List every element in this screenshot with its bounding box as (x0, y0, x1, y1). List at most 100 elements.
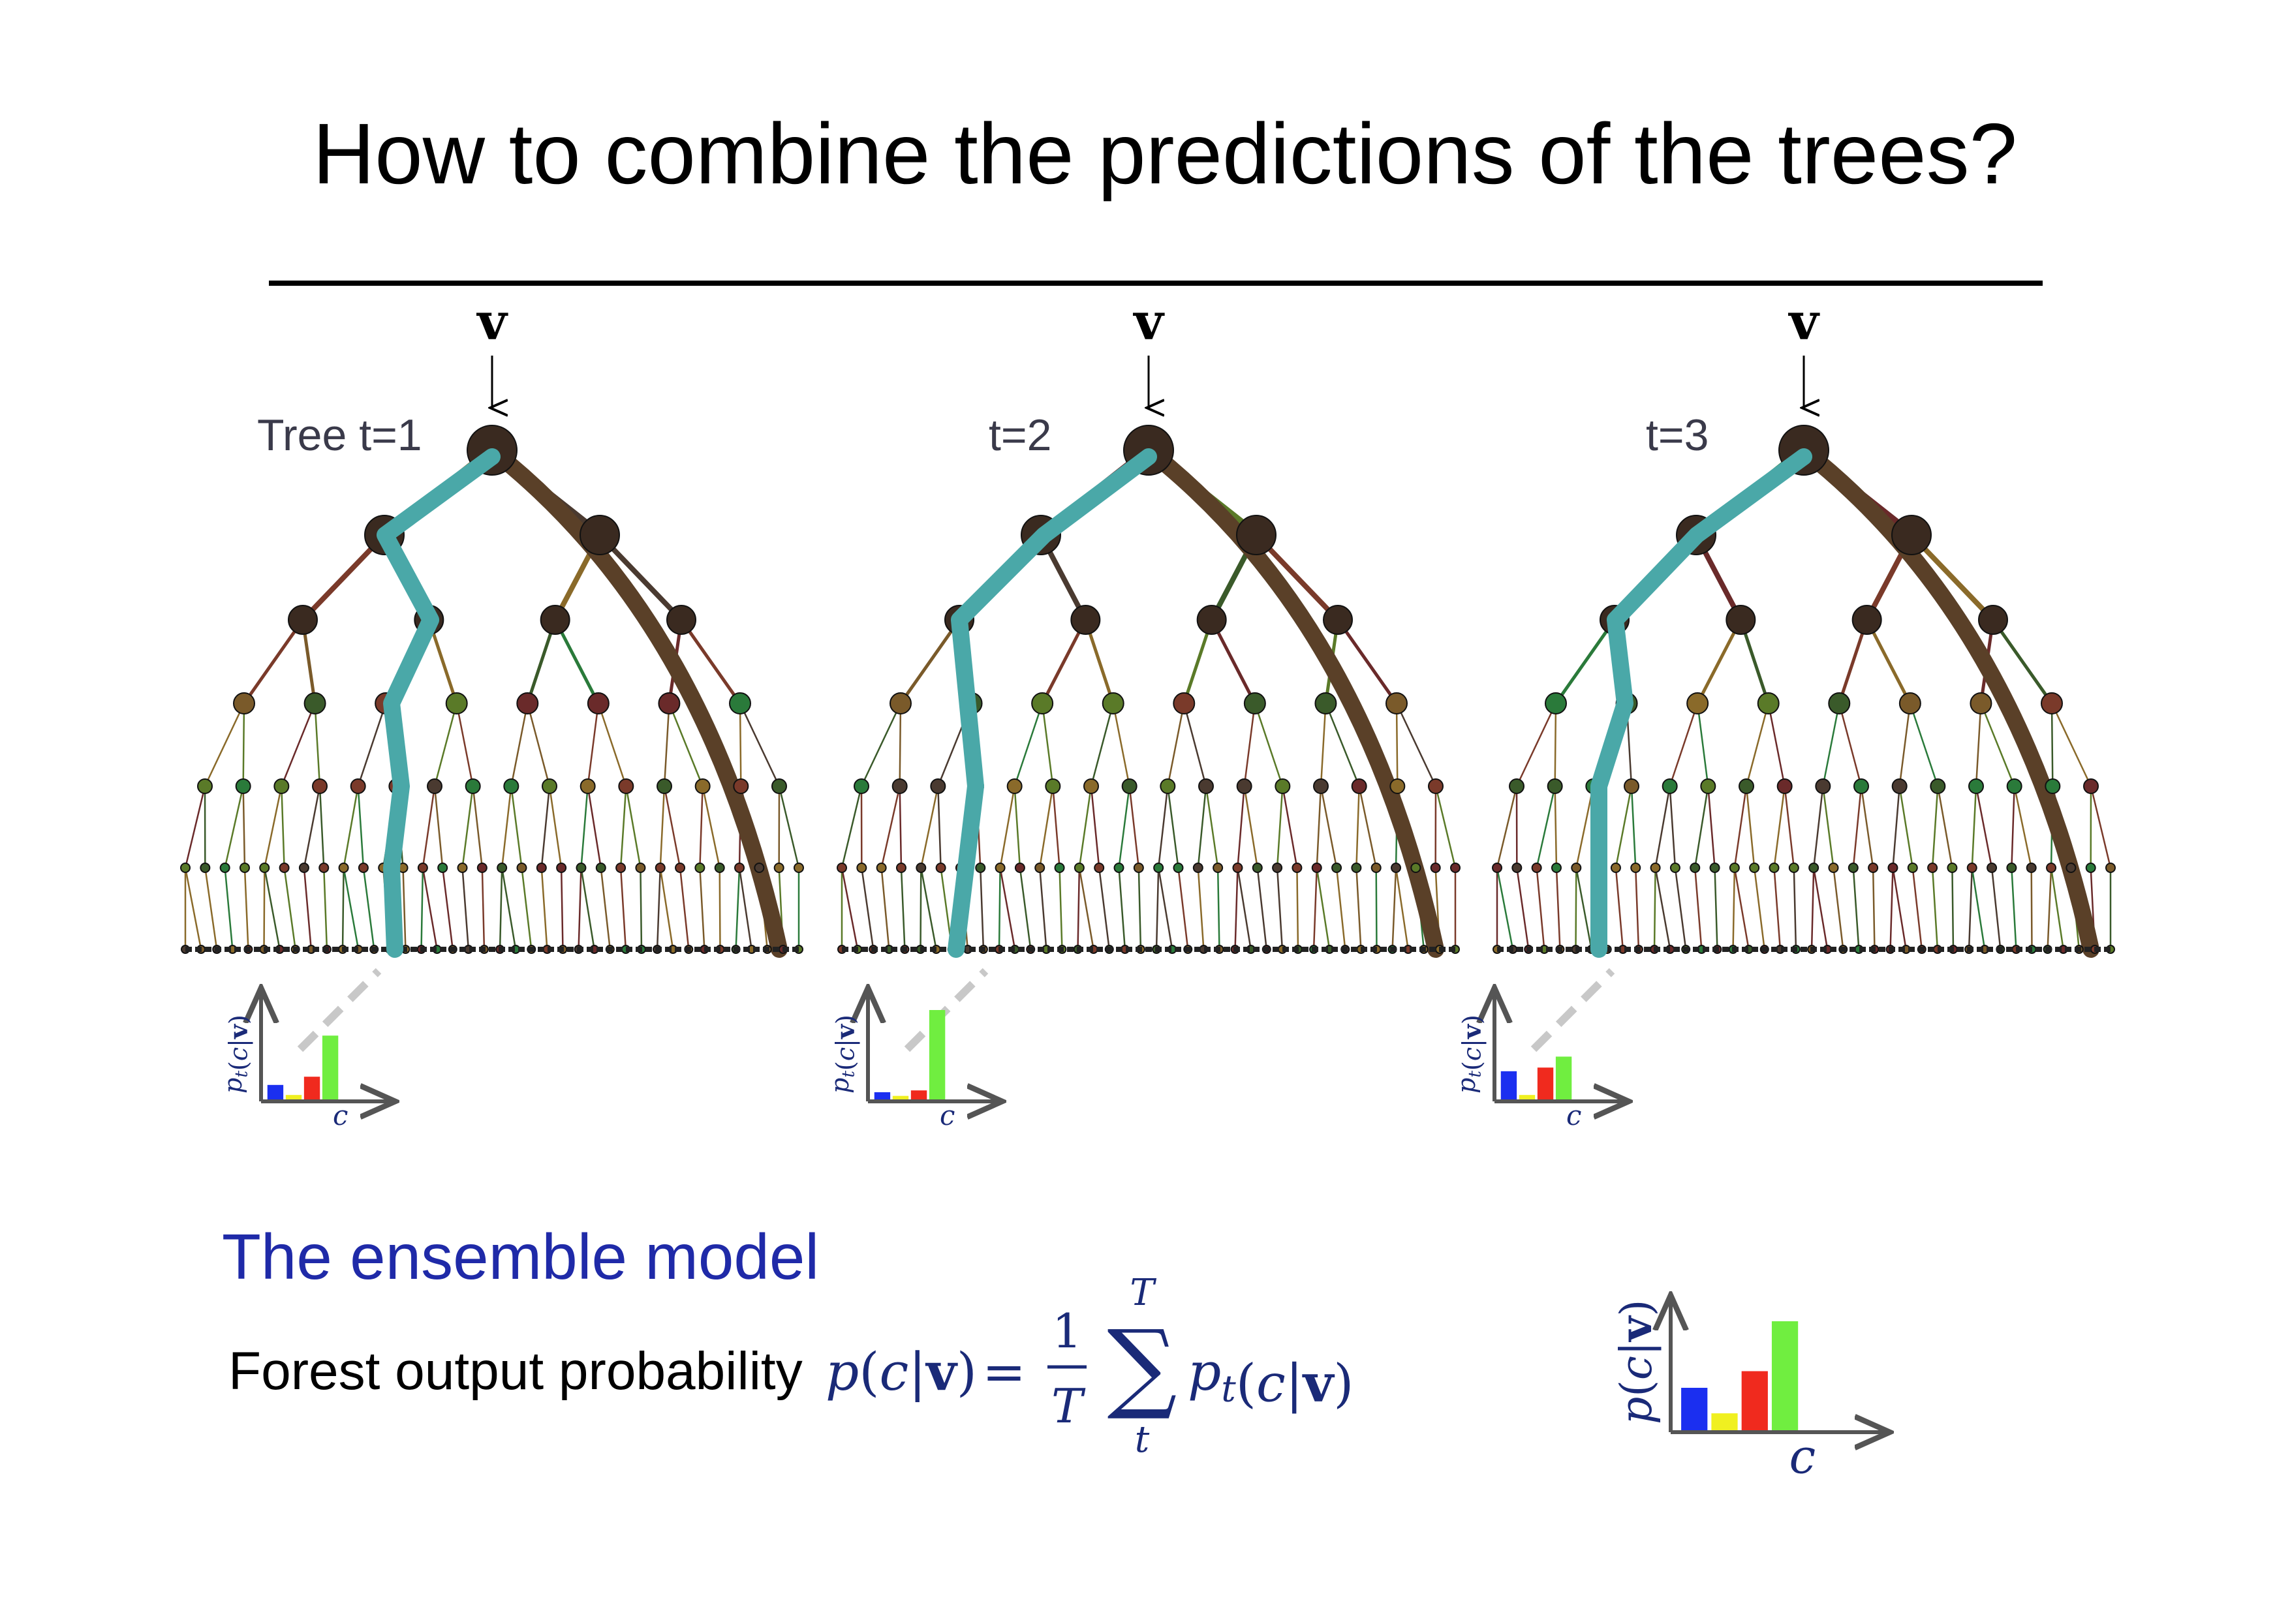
tree-node (1070, 605, 1101, 635)
tree-node (318, 863, 330, 873)
tree-edge (1810, 866, 1815, 951)
tree-edge (560, 866, 564, 951)
tree-edge (1515, 702, 1557, 788)
tree-edge (527, 702, 551, 788)
tree-node (219, 863, 230, 873)
tree-node (1054, 863, 1065, 873)
tree-node (1624, 778, 1639, 794)
tree-edge (1243, 785, 1259, 869)
input-v-label: v (476, 292, 508, 352)
tree-edge (510, 702, 529, 788)
tree-edge (1554, 702, 1557, 788)
tree-node (1551, 863, 1562, 873)
tree-edge (1793, 866, 1797, 951)
tree-edge (1733, 785, 1748, 869)
tree-edge (433, 785, 444, 869)
histogram-bar (303, 1077, 320, 1101)
tree-node (1133, 863, 1144, 873)
tree-node (1749, 863, 1760, 873)
tree-label: Tree t=1 (257, 410, 422, 460)
tree-node (1808, 863, 1819, 873)
tree-edge (461, 785, 474, 869)
tree-edge (1316, 866, 1331, 951)
tree-edge (1695, 618, 1742, 705)
tree-edge (1575, 866, 1577, 951)
tree-edge (1889, 866, 1894, 951)
tree-edge (481, 866, 486, 951)
tree-node (465, 778, 481, 794)
tree-edge (735, 866, 741, 951)
tree-edge (1312, 866, 1318, 951)
histogram-y-label: pt(c|v) (1452, 1015, 1486, 1094)
tree-node (1213, 863, 1224, 873)
tree-edge (2011, 785, 2015, 869)
tree-edge (937, 785, 942, 869)
tree-edge (1157, 866, 1173, 951)
tree-edge (1694, 785, 1709, 869)
tree-edge (1391, 866, 1397, 951)
tree-edge (1237, 785, 1245, 869)
tree-edge (1038, 866, 1047, 951)
tree-edge (184, 785, 206, 869)
tree-edge (1822, 702, 1840, 788)
tree-edge (456, 702, 474, 788)
tree-node (734, 863, 745, 873)
histogram-bar (1555, 1056, 1572, 1101)
tree-1: v (180, 292, 804, 958)
tree-node (1323, 605, 1353, 635)
histogram-bar (285, 1095, 302, 1101)
tree-node (1430, 863, 1441, 873)
histogram-bar (1519, 1095, 1536, 1101)
tree-node (197, 778, 213, 794)
tree-edge (861, 866, 874, 951)
tree-edge (702, 785, 720, 869)
decision-path (1590, 448, 1812, 958)
tree-node (1034, 863, 1045, 873)
tree-node (587, 692, 610, 714)
tree-edge (738, 866, 752, 951)
tree-edge (1296, 866, 1299, 951)
tree-edge (204, 702, 245, 788)
tree-node (516, 692, 539, 714)
tree-node (1815, 778, 1831, 794)
tree-node (694, 778, 711, 794)
tree-edge (1041, 702, 1054, 788)
tree-node (1511, 863, 1523, 873)
tree-edge (1898, 785, 1914, 869)
tree-edge (1554, 785, 1558, 869)
tree-node (1662, 778, 1678, 794)
tree-node (233, 692, 255, 714)
tree-node (457, 863, 468, 873)
tree-edge (1336, 618, 1399, 705)
tree-node (1545, 692, 1567, 714)
tree-edge (1615, 866, 1624, 951)
tree-1-histogram: pt(c|v) c (219, 992, 392, 1131)
tree-edge (880, 785, 901, 869)
leaf-to-histogram-arrow (297, 968, 382, 1052)
histogram-bar (1771, 1321, 1799, 1432)
tree-node (615, 863, 627, 873)
tree-edge (1157, 785, 1169, 869)
tree-edge (1254, 702, 1284, 788)
tree-node (1160, 778, 1176, 794)
tree-label: t=2 (989, 410, 1051, 460)
tree-edge (1654, 785, 1671, 869)
tree-node (1428, 778, 1444, 794)
histogram-bar (322, 1035, 339, 1101)
tree-edge (1968, 866, 1973, 951)
tree-node (503, 778, 519, 794)
tree-edge (2047, 866, 2052, 951)
tree-node (580, 778, 596, 794)
tree-node (1868, 863, 1879, 873)
tree-node (2083, 778, 2099, 794)
input-v-label: v (1787, 292, 1820, 352)
tree-node (516, 863, 527, 873)
tree-node (1311, 863, 1322, 873)
tree-edge (1197, 785, 1207, 869)
histogram-y-label: pt(c|v) (826, 1015, 859, 1094)
tree-node (1083, 778, 1099, 794)
tree-edge (1892, 866, 1907, 951)
tree-node (794, 863, 804, 873)
tree-edge (281, 702, 316, 788)
